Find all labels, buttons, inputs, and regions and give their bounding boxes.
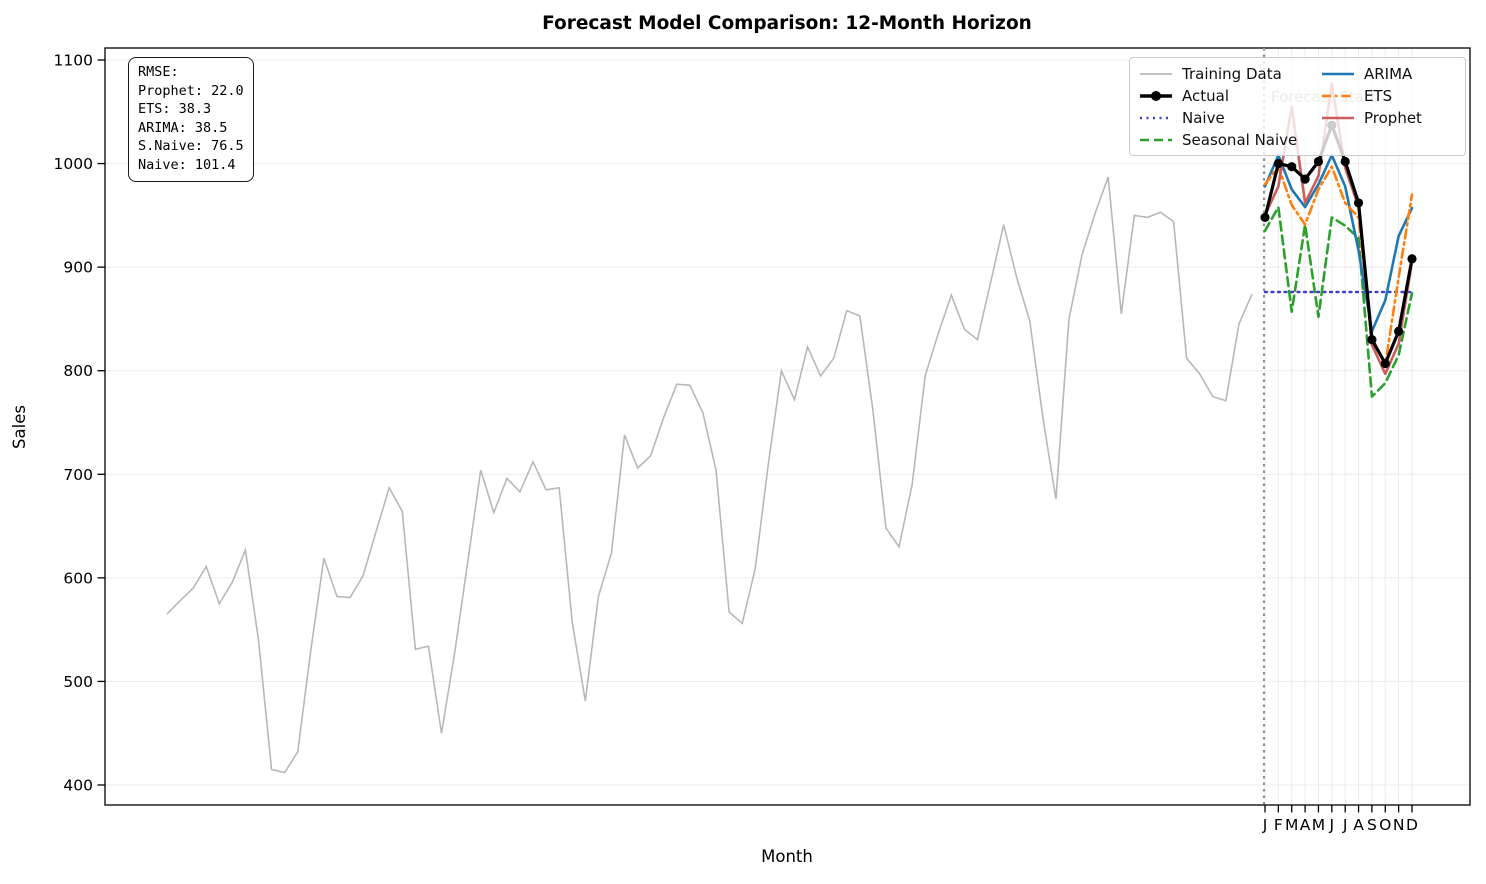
- training-data-line: [166, 176, 1253, 774]
- seasonal-line: [1263, 205, 1414, 398]
- naive-legend-sample-icon: [1140, 116, 1172, 120]
- y-axis-title: Sales: [10, 405, 29, 449]
- rmse-line: Prophet: 22.0: [138, 82, 244, 99]
- x-tick-label: M: [1312, 816, 1325, 834]
- x-axis-title: Month: [761, 847, 813, 866]
- legend-label-prophet: Prophet: [1364, 109, 1422, 127]
- actual-marker: [1313, 156, 1324, 167]
- legend-label-naive: Naive: [1182, 109, 1225, 127]
- legend-item-naive: Naive: [1138, 107, 1316, 129]
- y-tick-label: 700: [63, 466, 93, 484]
- rmse-line: RMSE:: [138, 64, 179, 80]
- prophet-legend-sample-icon: [1322, 116, 1354, 120]
- seasonal-legend-sample-icon: [1140, 138, 1172, 142]
- rmse-line: S.Naive: 76.5: [138, 138, 244, 155]
- actual-legend-sample-icon: [1140, 91, 1172, 101]
- x-tick-label: J: [1262, 816, 1268, 834]
- x-tick-label: F: [1274, 816, 1283, 834]
- actual-marker: [1300, 174, 1310, 184]
- y-tick-label: 800: [63, 362, 93, 380]
- tick-marks: [97, 59, 1413, 813]
- y-tick-label: 900: [63, 259, 93, 277]
- legend-item-ets: ETS: [1320, 85, 1457, 107]
- actual-marker: [1353, 198, 1364, 208]
- actual-marker: [1287, 162, 1297, 172]
- actual-marker: [1380, 358, 1390, 369]
- y-tick-label: 1000: [54, 155, 93, 173]
- y-tick-label: 1100: [54, 52, 93, 70]
- x-tick-label: S: [1367, 816, 1377, 834]
- training-legend-sample-icon: [1140, 73, 1172, 75]
- chart-title: Forecast Model Comparison: 12-Month Hori…: [542, 13, 1032, 34]
- rmse-box: RMSE: Prophet: 22.0 ETS: 38.3 ARIMA: 38.5 S.…: [128, 57, 254, 182]
- x-tick-label: D: [1406, 816, 1418, 834]
- actual-legend-marker: [1151, 91, 1161, 101]
- ets-legend-sample-icon: [1322, 94, 1354, 98]
- x-tick-label: O: [1379, 816, 1391, 834]
- actual-marker: [1340, 156, 1350, 167]
- y-tick-label: 600: [63, 569, 93, 587]
- rmse-line: ARIMA: 38.5: [138, 119, 228, 136]
- legend-item-arima: ARIMA: [1320, 63, 1457, 85]
- y-tick-label: 400: [63, 777, 93, 795]
- arima-line: [1263, 153, 1414, 333]
- legend: Training Data Actual Naive Seasonal Naive AR…: [1129, 57, 1466, 156]
- legend-label-arima: ARIMA: [1364, 65, 1413, 83]
- legend-label-actual: Actual: [1182, 87, 1229, 105]
- arima-legend-sample-icon: [1322, 72, 1354, 76]
- legend-item-training: Training Data: [1138, 63, 1316, 85]
- y-tick-labels: 400 500 600 700 800 900 1000 1100: [54, 52, 93, 795]
- legend-item-actual: Actual: [1138, 85, 1316, 107]
- ets-line: [1263, 165, 1414, 366]
- actual-markers: [1260, 120, 1417, 369]
- actual-marker: [1394, 326, 1404, 336]
- legend-label-seasonal: Seasonal Naive: [1182, 131, 1298, 149]
- actual-marker: [1260, 212, 1270, 223]
- gridlines: [105, 48, 1470, 805]
- actual-marker: [1367, 335, 1377, 345]
- x-tick-label: J: [1342, 816, 1348, 834]
- x-tick-label: J: [1329, 816, 1335, 834]
- plot-frame: [104, 47, 1471, 806]
- legend-item-prophet: Prophet: [1320, 107, 1457, 129]
- legend-label-training: Training Data: [1182, 65, 1282, 83]
- rmse-line: Naive: 101.4: [138, 156, 236, 173]
- legend-item-seasonal: Seasonal Naive: [1138, 129, 1316, 151]
- legend-label-ets: ETS: [1364, 87, 1393, 105]
- actual-marker: [1273, 158, 1283, 169]
- x-tick-label: A: [1353, 816, 1364, 834]
- actual-marker: [1407, 254, 1417, 264]
- x-tick-label: N: [1393, 816, 1405, 834]
- x-tick-label: A: [1300, 816, 1311, 834]
- x-tick-label: M: [1285, 816, 1298, 834]
- rmse-line: ETS: 38.3: [138, 101, 212, 118]
- y-tick-label: 500: [63, 673, 93, 691]
